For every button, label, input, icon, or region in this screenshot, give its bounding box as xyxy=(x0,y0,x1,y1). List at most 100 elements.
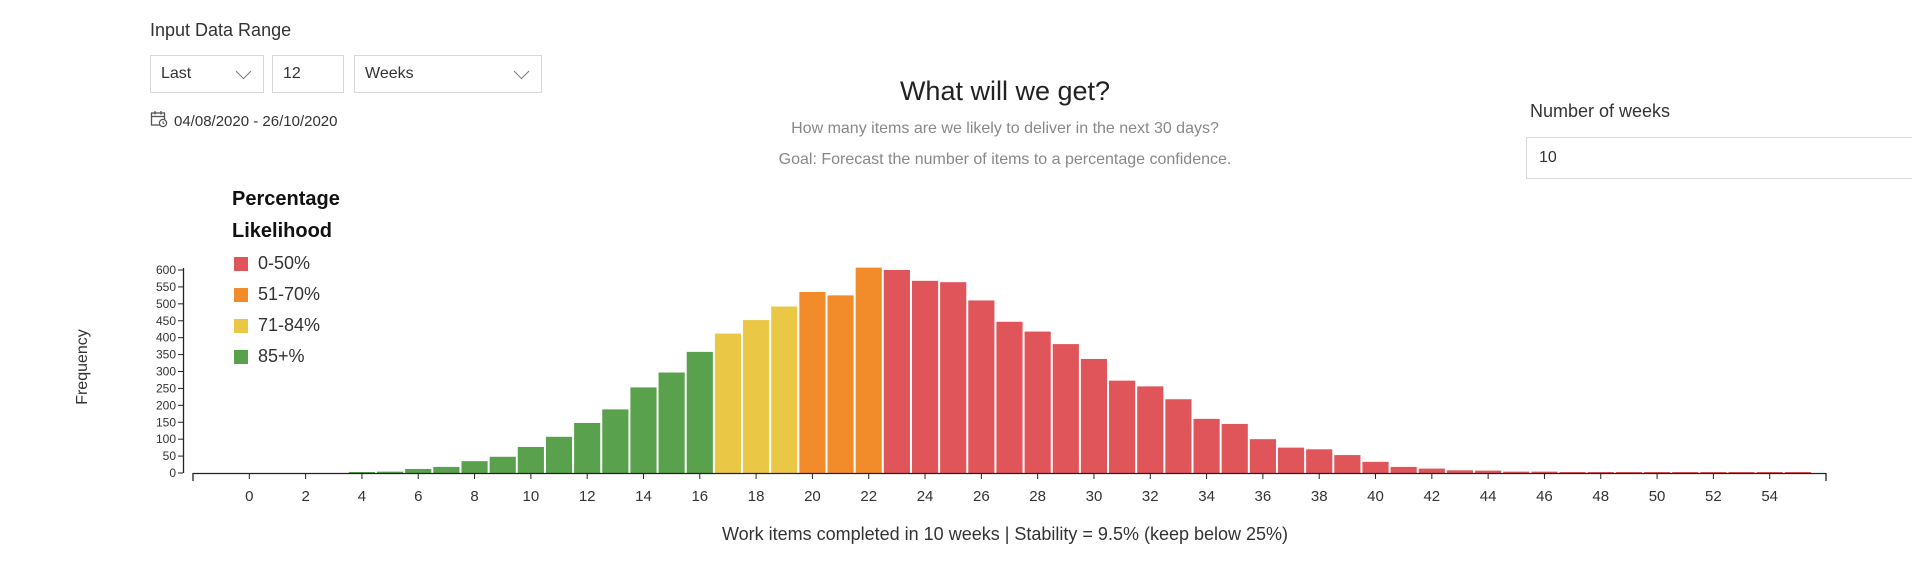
histogram-bar xyxy=(940,282,967,473)
x-tick-label: 12 xyxy=(579,488,596,505)
x-tick-label: 16 xyxy=(691,488,708,505)
histogram-bar xyxy=(1165,399,1192,473)
x-tick-label: 30 xyxy=(1086,488,1103,505)
y-tick-label: 450 xyxy=(156,314,176,328)
input-data-range-label: Input Data Range xyxy=(150,20,292,40)
legend-item-71-84: 71-84% xyxy=(234,315,320,336)
y-tick-label: 100 xyxy=(156,432,176,446)
histogram-bar xyxy=(1643,472,1671,473)
y-tick-label: 400 xyxy=(156,331,176,345)
histogram-bar xyxy=(1587,472,1614,473)
x-tick-label: 28 xyxy=(1029,488,1046,505)
legend-swatch xyxy=(234,318,248,333)
legend-swatch xyxy=(234,287,248,302)
x-tick-label: 52 xyxy=(1705,488,1722,505)
histogram-bar xyxy=(602,409,629,473)
histogram-bar xyxy=(1559,472,1586,473)
period-select[interactable]: Last xyxy=(150,55,264,93)
histogram-bar xyxy=(348,471,376,473)
x-tick-label: 54 xyxy=(1761,488,1778,505)
histogram-bar xyxy=(461,461,488,473)
histogram-bar xyxy=(1306,449,1333,473)
x-tick-label: 24 xyxy=(917,488,934,505)
legend-title-line2: Likelihood xyxy=(232,220,332,242)
histogram-bar xyxy=(743,320,770,473)
histogram-bar xyxy=(1137,386,1164,473)
x-axis-title: Work items completed in 10 weeks | Stabi… xyxy=(721,524,1289,544)
page-title: What will we get? xyxy=(899,76,1111,106)
histogram-bar xyxy=(1728,472,1755,473)
histogram-bar xyxy=(1418,468,1445,473)
histogram-bar xyxy=(1080,358,1108,473)
histogram-bar xyxy=(1249,439,1276,473)
x-tick-label: 48 xyxy=(1592,488,1609,505)
legend-label: 0-50% xyxy=(258,253,311,273)
y-tick-label: 350 xyxy=(156,348,176,362)
x-tick-label: 44 xyxy=(1480,488,1497,505)
x-tick-label: 40 xyxy=(1367,488,1384,505)
x-tick-label: 34 xyxy=(1198,488,1215,505)
period-unit-select[interactable]: Weeks xyxy=(354,55,542,93)
date-range-text: 04/08/2020 - 26/10/2020 xyxy=(174,112,338,130)
x-tick-label: 26 xyxy=(973,488,990,505)
y-tick-label: 600 xyxy=(156,263,176,277)
y-tick-label: 550 xyxy=(156,280,176,294)
histogram-bar xyxy=(1700,472,1727,473)
histogram-bar xyxy=(658,372,685,473)
period-count-input[interactable]: 12 xyxy=(272,55,344,93)
x-tick-label: 32 xyxy=(1142,488,1159,505)
histogram-bar xyxy=(1193,418,1220,473)
histogram-bar xyxy=(686,351,713,473)
y-tick-label: 50 xyxy=(163,449,177,463)
legend-title-line1: Percentage xyxy=(232,188,340,210)
histogram-bar xyxy=(855,267,882,473)
legend-swatch xyxy=(234,349,248,364)
legend-item-85-plus: 85+% xyxy=(234,346,305,367)
y-tick-label: 200 xyxy=(156,398,176,412)
legend-item-0-50: 0-50% xyxy=(234,253,310,274)
histogram-bar xyxy=(1362,461,1389,473)
number-of-weeks-input[interactable] xyxy=(1526,137,1912,179)
histogram-bar xyxy=(1475,470,1502,473)
x-tick-label: 50 xyxy=(1649,488,1666,505)
histogram-bar xyxy=(545,436,573,473)
number-of-weeks-label: Number of weeks xyxy=(1530,101,1671,121)
histogram-bar xyxy=(1221,423,1248,473)
y-tick-label: 300 xyxy=(156,365,176,379)
page-goal: Goal: Forecast the number of items to a … xyxy=(778,151,1232,168)
period-count-value: 12 xyxy=(283,65,301,82)
x-tick-label: 22 xyxy=(860,488,877,505)
histogram-bar xyxy=(405,468,432,473)
x-tick-label: 2 xyxy=(301,488,309,505)
legend-item-51-70: 51-70% xyxy=(234,284,320,305)
axes-group: 0 2 4 6 8 10 12 14 16 18 20 22 24 26 28 30 32 34 36 38 40 42 4… xyxy=(156,263,1827,505)
x-tick-label: 14 xyxy=(635,488,652,505)
x-tick-label: 46 xyxy=(1536,488,1553,505)
period-unit-value: Weeks xyxy=(365,65,414,82)
histogram-bar xyxy=(1503,471,1530,473)
histogram-bar xyxy=(433,466,460,473)
x-tick-label: 36 xyxy=(1255,488,1272,505)
histogram-bar xyxy=(1615,472,1642,473)
legend-label: 85+% xyxy=(258,346,305,366)
histogram-bar xyxy=(1672,472,1699,473)
x-tick-label: 18 xyxy=(748,488,765,505)
x-tick-label: 6 xyxy=(414,488,422,505)
histogram-bar xyxy=(714,333,742,473)
histogram-bar xyxy=(630,387,657,473)
histogram-bar xyxy=(968,300,995,473)
period-select-value: Last xyxy=(161,65,192,82)
legend-label: 51-70% xyxy=(258,284,321,304)
histogram-bar xyxy=(1390,466,1417,473)
y-tick-label: 150 xyxy=(156,415,176,429)
histogram-bar xyxy=(1531,471,1558,473)
histogram-bar xyxy=(1109,380,1136,473)
histogram-bar xyxy=(574,422,601,473)
y-tick-label: 500 xyxy=(156,297,176,311)
x-tick-label: 42 xyxy=(1423,488,1440,505)
x-tick-label: 4 xyxy=(358,488,366,505)
page-subtitle: How many items are we likely to deliver … xyxy=(791,120,1219,137)
calendar-icon xyxy=(150,110,168,132)
date-range: 04/08/2020 - 26/10/2020 xyxy=(150,110,337,132)
